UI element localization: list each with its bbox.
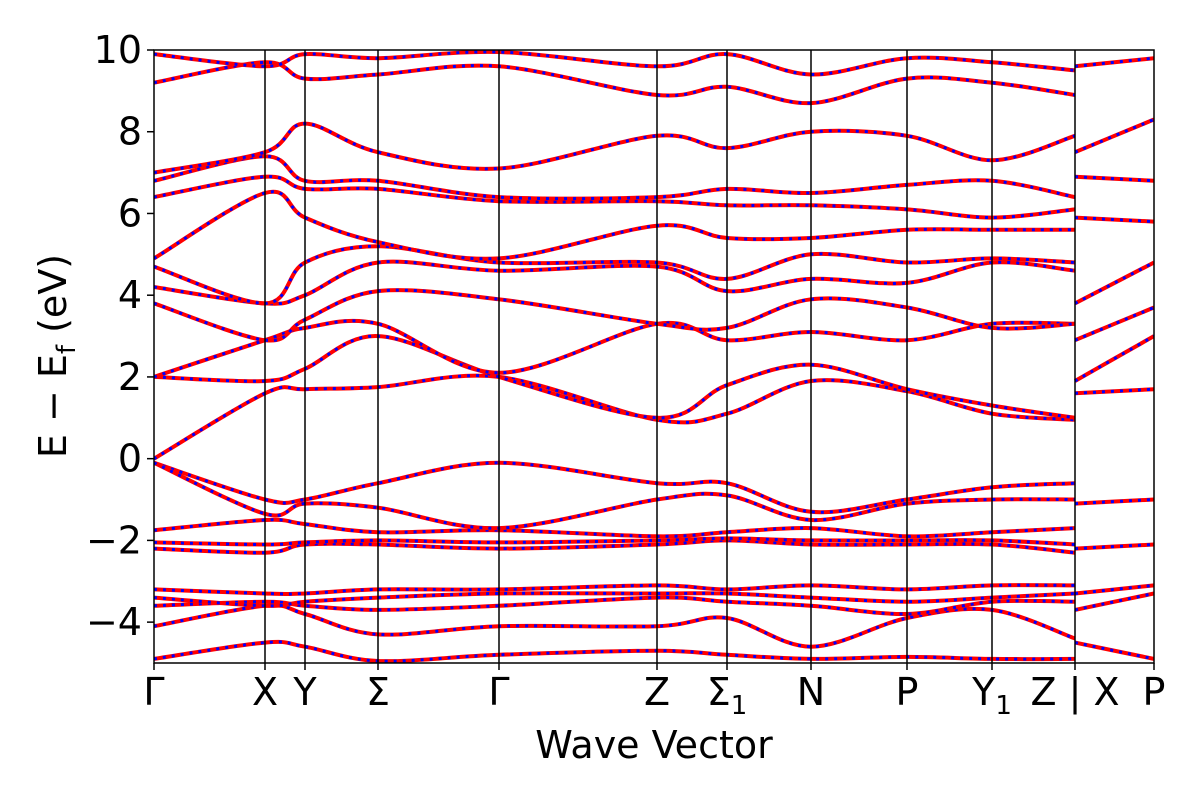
band-line-26 bbox=[1074, 497, 1154, 506]
band-line-30 bbox=[1074, 260, 1154, 306]
x-tick-label-11: P bbox=[1143, 670, 1166, 714]
band-line-14 bbox=[154, 259, 1076, 306]
y-axis-title: E − Ef (eV) bbox=[31, 254, 82, 458]
band-line-dotted-17 bbox=[154, 175, 1076, 220]
band-line-22 bbox=[1074, 640, 1154, 661]
band-line-9 bbox=[154, 460, 1076, 531]
band-line-8 bbox=[154, 460, 1076, 515]
band-line-dotted-32 bbox=[1074, 175, 1154, 183]
x-axis-title: Wave Vector bbox=[535, 723, 773, 767]
band-line-dotted-6 bbox=[154, 536, 1076, 547]
bands-layer bbox=[154, 50, 1154, 663]
band-line-dotted-28 bbox=[1074, 334, 1154, 383]
x-tick-label-3: Σ bbox=[366, 670, 390, 714]
y-axis-title-main: E − E bbox=[31, 354, 75, 458]
band-line-dotted-13 bbox=[154, 288, 1076, 342]
band-line-10 bbox=[154, 373, 1076, 461]
band-line-dotted-8 bbox=[154, 461, 1076, 514]
band-line-11 bbox=[154, 334, 1076, 420]
y-tick-label-4: 4 bbox=[118, 273, 142, 317]
band-line-dotted-14 bbox=[154, 260, 1076, 306]
band-line-12 bbox=[154, 318, 1076, 379]
y-tick-label-7: 10 bbox=[94, 28, 142, 72]
band-line-32 bbox=[1074, 174, 1154, 183]
x-tick-label-7: N bbox=[797, 670, 825, 714]
band-line-dotted-25 bbox=[1074, 543, 1154, 551]
band-line-16 bbox=[154, 189, 1075, 261]
band-line-3 bbox=[154, 591, 1076, 608]
band-line-18 bbox=[154, 154, 1076, 201]
x-tick-label-10: Z | X bbox=[1030, 670, 1119, 715]
band-line-25 bbox=[1074, 542, 1154, 551]
x-tick-label-8: P bbox=[896, 670, 919, 714]
y-tick-label-3: 2 bbox=[118, 355, 142, 399]
x-tick-label-9: Y1 bbox=[971, 670, 1012, 721]
band-line-dotted-0 bbox=[154, 640, 1076, 663]
band-line-dotted-18 bbox=[154, 154, 1076, 201]
y-tick-label-6: 8 bbox=[118, 110, 142, 154]
y-tick-label-2: 0 bbox=[118, 437, 142, 481]
band-line-27 bbox=[1074, 387, 1154, 396]
y-axis-ticks: −4 −2 0 2 4 6 8 10 bbox=[86, 28, 154, 644]
band-line-23 bbox=[1074, 591, 1154, 612]
band-line-31 bbox=[1074, 215, 1154, 224]
band-line-dotted-26 bbox=[1074, 498, 1154, 506]
band-line-dotted-27 bbox=[1074, 387, 1154, 395]
band-line-dotted-15 bbox=[154, 244, 1076, 305]
band-line-29 bbox=[1074, 305, 1154, 343]
band-line-dotted-24 bbox=[1074, 583, 1154, 595]
band-line-0 bbox=[154, 639, 1076, 663]
band-line-dotted-21 bbox=[154, 50, 1076, 77]
band-line-24 bbox=[1074, 583, 1154, 596]
x-tick-label-1: X bbox=[252, 670, 278, 714]
high-symmetry-lines bbox=[264, 50, 1076, 663]
band-line-33 bbox=[1074, 117, 1154, 155]
band-line-4 bbox=[154, 583, 1076, 597]
y-axis-title-sub: f bbox=[52, 344, 82, 354]
plot-frame bbox=[153, 49, 1155, 664]
band-line-dotted-31 bbox=[1074, 216, 1154, 224]
band-line-19 bbox=[154, 121, 1076, 175]
x-tick-label-6: Σ1 bbox=[707, 670, 748, 721]
band-line-dotted-30 bbox=[1074, 261, 1154, 305]
y-tick-label-0: −4 bbox=[86, 600, 142, 644]
band-line-dotted-11 bbox=[154, 334, 1076, 420]
band-line-dotted-20 bbox=[154, 60, 1076, 105]
y-tick-label-5: 6 bbox=[118, 191, 142, 235]
band-line-20 bbox=[154, 60, 1076, 106]
x-tick-label-2: Y bbox=[292, 670, 317, 714]
band-line-dotted-34 bbox=[1074, 56, 1154, 68]
x-axis-ticks: Γ X Y Σ Γ Z Σ1 N P Y1 Z | X P bbox=[143, 663, 1165, 721]
y-tick-label-1: −2 bbox=[86, 518, 142, 562]
band-line-5 bbox=[154, 538, 1076, 555]
x-tick-label-0: Γ bbox=[143, 670, 164, 714]
x-tick-label-4: Γ bbox=[488, 670, 509, 714]
band-line-dotted-7 bbox=[154, 518, 1076, 538]
y-axis-title-unit: (eV) bbox=[31, 254, 75, 345]
band-line-34 bbox=[1074, 56, 1154, 69]
x-tick-label-5: Z bbox=[644, 670, 670, 714]
